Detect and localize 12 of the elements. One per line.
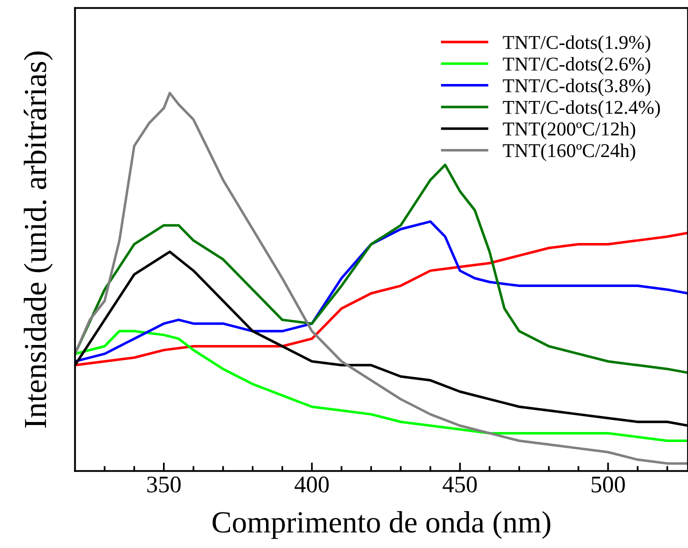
legend-label: TNT/C-dots(1.9%)	[502, 35, 650, 53]
x-tick-label: 400	[294, 476, 329, 492]
legend-label: TNT/C-dots(3.8%)	[502, 78, 650, 96]
y-axis-title: Intensidade (unid. arbitrárias)	[24, 52, 53, 428]
x-tick-label: 500	[592, 476, 625, 492]
legend-label: TNT/C-dots(2.6%)	[502, 56, 650, 75]
legend-label: TNT(160ºC/24h)	[502, 144, 636, 162]
x-tick-label: 350	[147, 476, 181, 492]
x-tick-label: 450	[442, 476, 477, 492]
legend-label: TNT(200ºC/12h)	[502, 122, 636, 140]
x-axis-title: Comprimento de onda (nm)	[212, 511, 550, 539]
legend-label: TNT/C-dots(12.4%)	[502, 100, 660, 118]
